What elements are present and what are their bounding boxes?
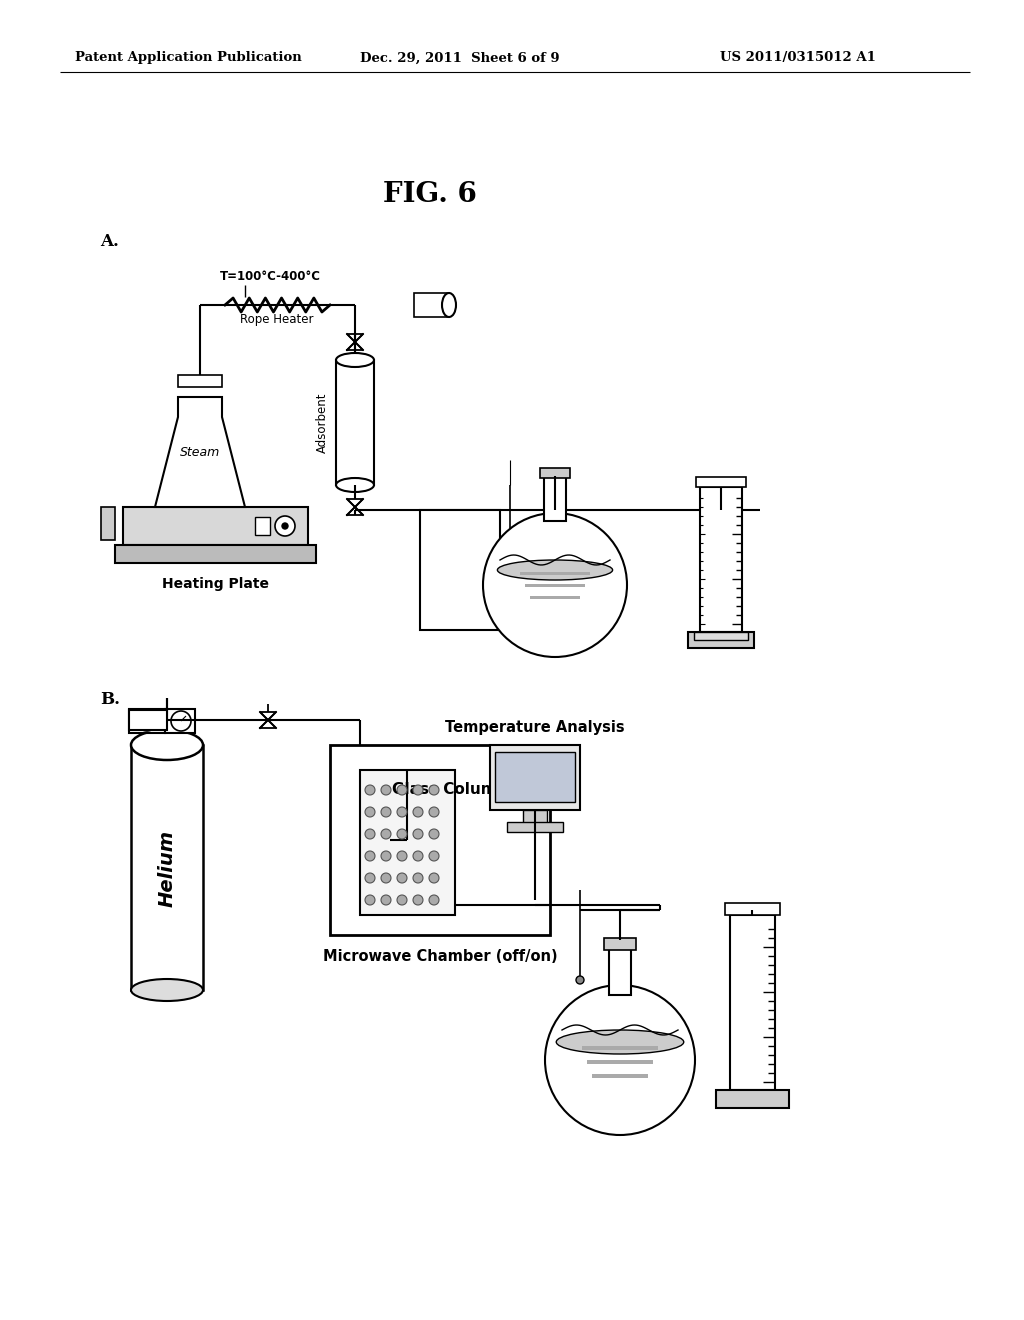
Polygon shape [155,397,245,507]
Circle shape [381,851,391,861]
Bar [129,709,165,733]
Bar [700,487,742,632]
Bar [609,945,631,995]
Text: Glass Column: Glass Column [392,783,508,797]
Bar [123,507,308,545]
Text: US 2011/0315012 A1: US 2011/0315012 A1 [720,51,876,65]
Bar [115,545,316,564]
Bar [131,744,203,990]
Circle shape [397,807,407,817]
Bar [495,752,575,803]
Circle shape [397,873,407,883]
Bar [530,597,580,599]
Text: Helium: Helium [158,829,176,907]
Bar [330,744,550,935]
Circle shape [429,829,439,840]
Circle shape [483,513,627,657]
Bar [360,770,455,915]
Bar [694,632,748,640]
Circle shape [397,829,407,840]
Circle shape [381,895,391,906]
Bar [520,572,590,576]
Circle shape [413,807,423,817]
Ellipse shape [336,352,374,367]
Bar [604,939,636,950]
Circle shape [429,895,439,906]
Circle shape [413,785,423,795]
Circle shape [275,516,295,536]
Text: Patent Application Publication: Patent Application Publication [75,51,302,65]
Circle shape [365,873,375,883]
Text: Heating Plate: Heating Plate [162,577,268,591]
Bar [490,744,580,810]
Circle shape [397,851,407,861]
Bar [101,507,115,540]
Bar [129,710,167,730]
Ellipse shape [131,979,203,1001]
Bar [336,360,374,484]
Bar [730,915,775,1090]
Circle shape [381,873,391,883]
Bar [507,822,563,832]
Circle shape [397,895,407,906]
Circle shape [365,851,375,861]
Bar [725,903,780,915]
Circle shape [137,711,157,731]
Bar [696,477,746,487]
Ellipse shape [131,730,203,760]
Bar [582,1045,658,1049]
Circle shape [575,975,584,983]
Circle shape [365,785,375,795]
Circle shape [429,851,439,861]
Bar [525,583,585,587]
Circle shape [429,873,439,883]
Circle shape [429,785,439,795]
Bar [420,510,500,630]
Circle shape [413,873,423,883]
Bar [255,517,270,535]
Bar [716,1090,790,1107]
Circle shape [413,851,423,861]
Ellipse shape [556,1030,684,1053]
Bar [688,632,754,648]
Bar [523,810,547,824]
Text: Microwave Chamber (off/on): Microwave Chamber (off/on) [323,949,557,964]
Circle shape [365,829,375,840]
Circle shape [413,895,423,906]
Circle shape [397,785,407,795]
Text: B.: B. [100,692,120,709]
Circle shape [381,785,391,795]
Text: T=100°C-400°C: T=100°C-400°C [220,271,321,282]
Bar [178,375,222,387]
Circle shape [365,807,375,817]
Circle shape [381,829,391,840]
Text: Dec. 29, 2011  Sheet 6 of 9: Dec. 29, 2011 Sheet 6 of 9 [360,51,560,65]
Circle shape [365,895,375,906]
Ellipse shape [442,293,456,317]
Bar [540,469,570,478]
Circle shape [381,807,391,817]
Bar [592,1074,648,1078]
Text: Rope Heater: Rope Heater [241,313,313,326]
Circle shape [545,985,695,1135]
Text: A.: A. [100,234,119,251]
Circle shape [506,572,514,579]
Text: Temperature Analysis: Temperature Analysis [445,719,625,735]
Text: FIG. 6: FIG. 6 [383,181,477,209]
Bar [414,293,449,317]
Text: Steam: Steam [180,446,220,458]
Circle shape [429,807,439,817]
Circle shape [171,711,191,731]
Bar [544,477,566,521]
Ellipse shape [498,560,612,579]
Ellipse shape [336,478,374,492]
Bar [165,709,195,733]
Circle shape [413,829,423,840]
Circle shape [282,523,288,529]
Bar [587,1060,653,1064]
Text: Adsorbent: Adsorbent [315,393,329,453]
